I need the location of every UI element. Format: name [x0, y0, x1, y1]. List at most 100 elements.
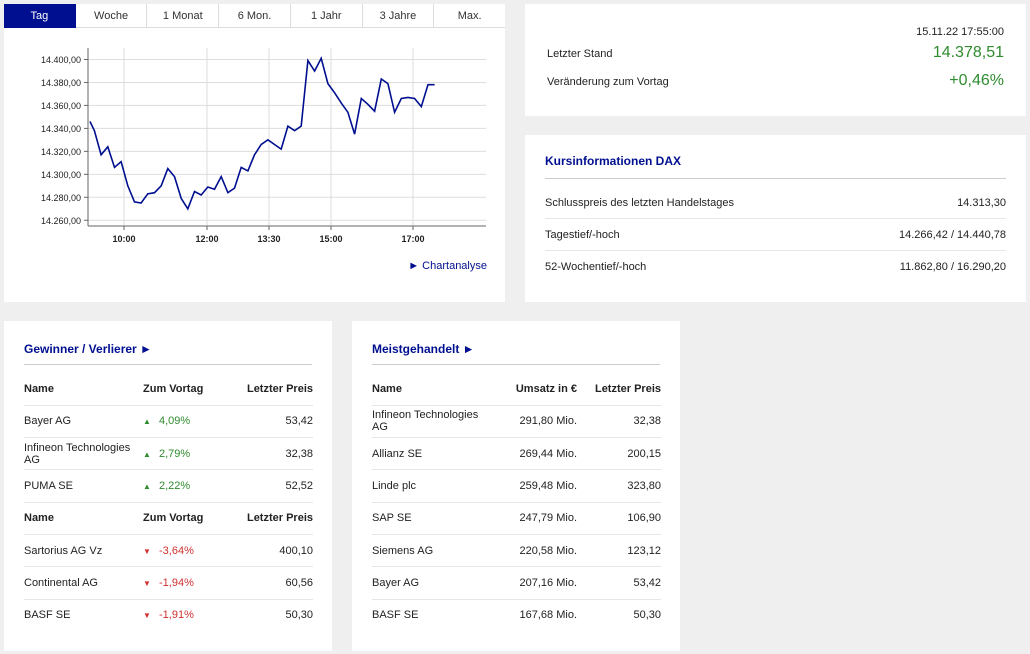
- last-price-label: Letzter Stand: [547, 48, 613, 60]
- intraday-chart[interactable]: 14.400,00 14.380,00 14.360,00 14.340,00 14.3…: [4, 34, 505, 254]
- kursinfo-label: Tagestief/-hoch: [545, 229, 620, 241]
- col-price: Letzter Preis: [225, 373, 313, 406]
- y-tick-label: 14.380,00: [41, 78, 81, 88]
- meistgehandelt-link[interactable]: Meistgehandelt ►: [372, 342, 475, 356]
- stock-price: 32,38: [577, 405, 661, 439]
- quote-timestamp: 15.11.22 17:55:00: [916, 26, 1004, 38]
- table-row[interactable]: Siemens AG 220,58 Mio. 123,12: [372, 534, 661, 568]
- stock-name[interactable]: PUMA SE: [24, 469, 143, 503]
- kursinfo-value: 14.313,30: [957, 197, 1006, 209]
- last-price-value: 14.378,51: [932, 44, 1004, 61]
- stock-name[interactable]: Siemens AG: [372, 534, 487, 568]
- table-row[interactable]: BASF SE ▼ -1,91% 50,30: [24, 599, 313, 631]
- stock-umsatz: 291,80 Mio.: [487, 405, 577, 439]
- y-tick-label: 14.280,00: [41, 193, 81, 203]
- col-name: Name: [24, 373, 143, 406]
- table-row[interactable]: Continental AG ▼ -1,94% 60,56: [24, 566, 313, 600]
- table-header-row: Name Umsatz in € Letzter Preis: [372, 373, 661, 406]
- kursinfo-value: 11.862,80 / 16.290,20: [899, 261, 1006, 273]
- kursinfo-row: 52-Wochentief/-hoch 11.862,80 / 16.290,2…: [545, 251, 1006, 283]
- kursinfo-value: 14.266,42 / 14.440,78: [898, 229, 1006, 241]
- col-umsatz: Umsatz in €: [487, 373, 577, 406]
- stock-umsatz: 259,48 Mio.: [487, 469, 577, 503]
- dax-series-line: [89, 56, 435, 211]
- stock-umsatz: 167,68 Mio.: [519, 609, 577, 622]
- chartanalyse-link[interactable]: ► Chartanalyse: [408, 260, 487, 272]
- stock-price: 32,38: [225, 437, 313, 471]
- y-tick-label: 14.360,00: [41, 101, 81, 111]
- x-tick-label: 13:30: [257, 234, 280, 244]
- divider: [24, 364, 312, 365]
- x-tick-label: 12:00: [195, 234, 218, 244]
- stock-price: 106,90: [577, 502, 661, 535]
- kursinfo-row: Schlusspreis des letzten Handelstages 14…: [545, 187, 1006, 219]
- gewinner-verlierer-link[interactable]: Gewinner / Verlierer ►: [24, 342, 152, 356]
- arrow-down-icon: ▼: [143, 611, 151, 621]
- stock-price: 400,10: [225, 534, 313, 568]
- stock-name[interactable]: Linde plc: [372, 469, 487, 503]
- change-text: -3,64%: [159, 544, 194, 557]
- tab-woche[interactable]: Woche: [75, 4, 148, 28]
- stock-change: ▲ 2,79%: [143, 437, 225, 471]
- y-tick-label: 14.320,00: [41, 147, 81, 157]
- table-row[interactable]: Sartorius AG Vz ▼ -3,64% 400,10: [24, 534, 313, 568]
- stock-name[interactable]: Bayer AG: [372, 566, 487, 600]
- table-header-row: Name Zum Vortag Letzter Preis: [24, 373, 313, 406]
- kursinfo-label: 52-Wochentief/-hoch: [545, 261, 647, 273]
- divider: [372, 364, 660, 365]
- col-change: Zum Vortag: [143, 373, 225, 406]
- y-tick-label: 14.260,00: [41, 216, 81, 226]
- table-row[interactable]: PUMA SE ▲ 2,22% 52,52: [24, 469, 313, 503]
- arrow-up-icon: ▲: [143, 482, 151, 492]
- stock-price: 323,80: [577, 469, 661, 503]
- kursinfo-row: Tagestief/-hoch 14.266,42 / 14.440,78: [545, 219, 1006, 251]
- kursinfo-panel: Kursinformationen DAX Schlusspreis des l…: [525, 135, 1026, 302]
- table-row[interactable]: Infineon Technologies AG ▲ 2,79% 32,38: [24, 437, 313, 471]
- stock-name[interactable]: Continental AG: [24, 566, 143, 600]
- stock-name[interactable]: Allianz SE: [372, 437, 487, 471]
- stock-name[interactable]: Sartorius AG Vz: [24, 534, 143, 568]
- stock-name[interactable]: BASF SE: [372, 609, 419, 622]
- period-tabs: Tag Woche 1 Monat 6 Mon. 1 Jahr 3 Jahre …: [4, 4, 506, 28]
- col-name: Name: [24, 502, 143, 535]
- y-tick-label: 14.340,00: [41, 124, 81, 134]
- stock-price: 50,30: [285, 609, 313, 622]
- stock-name[interactable]: SAP SE: [372, 502, 487, 535]
- stock-change: ▲ 4,09%: [143, 405, 225, 439]
- change-label: Veränderung zum Vortag: [547, 76, 669, 88]
- stock-change: ▼ -1,91%: [143, 599, 225, 631]
- x-tick-label: 15:00: [319, 234, 342, 244]
- stock-name[interactable]: Bayer AG: [24, 405, 143, 439]
- stock-name[interactable]: BASF SE: [24, 609, 71, 622]
- tab-1-jahr[interactable]: 1 Jahr: [290, 4, 363, 28]
- tab-1-monat[interactable]: 1 Monat: [147, 4, 220, 28]
- stock-umsatz: 220,58 Mio.: [487, 534, 577, 568]
- stock-umsatz: 247,79 Mio.: [487, 502, 577, 535]
- kursinfo-title: Kursinformationen DAX: [545, 154, 682, 168]
- y-tick-label: 14.300,00: [41, 170, 81, 180]
- table-row[interactable]: Infineon Technologies AG 291,80 Mio. 32,…: [372, 405, 661, 439]
- stock-name[interactable]: Infineon Technologies AG: [24, 437, 143, 471]
- table-row[interactable]: Bayer AG 207,16 Mio. 53,42: [372, 566, 661, 600]
- stock-name[interactable]: Infineon Technologies AG: [372, 405, 487, 439]
- stock-umsatz: 269,44 Mio.: [487, 437, 577, 471]
- change-value: +0,46%: [949, 72, 1004, 89]
- change-text: 2,79%: [159, 447, 191, 460]
- tab-tag[interactable]: Tag: [4, 4, 76, 28]
- table-row[interactable]: BASF SE 167,68 Mio. 50,30: [372, 599, 661, 631]
- table-row[interactable]: SAP SE 247,79 Mio. 106,90: [372, 502, 661, 535]
- arrow-up-icon: ▲: [143, 417, 151, 427]
- tab-3-jahre[interactable]: 3 Jahre: [362, 4, 435, 28]
- stock-change: ▲ 2,22%: [143, 469, 225, 503]
- tab-max[interactable]: Max.: [434, 4, 506, 28]
- y-tick-label: 14.400,00: [41, 55, 81, 65]
- x-tick-label: 10:00: [112, 234, 135, 244]
- col-price: Letzter Preis: [225, 502, 313, 535]
- table-row[interactable]: Allianz SE 269,44 Mio. 200,15: [372, 437, 661, 471]
- change-text: 2,22%: [159, 480, 191, 493]
- table-row[interactable]: Bayer AG ▲ 4,09% 53,42: [24, 405, 313, 439]
- tab-6-mon[interactable]: 6 Mon.: [219, 4, 291, 28]
- stock-price: 53,42: [225, 405, 313, 439]
- stock-price: 200,15: [577, 437, 661, 471]
- table-row[interactable]: Linde plc 259,48 Mio. 323,80: [372, 469, 661, 503]
